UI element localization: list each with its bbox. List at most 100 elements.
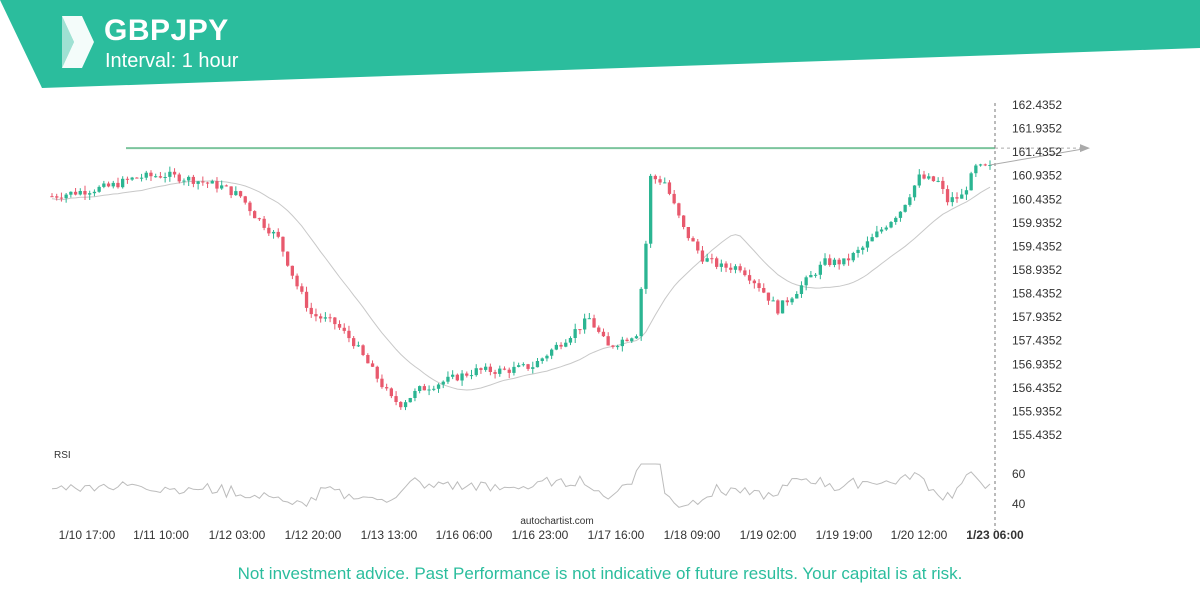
candle-body — [102, 183, 106, 187]
candle-body — [889, 222, 893, 228]
candle-body — [394, 396, 398, 402]
candle-body — [931, 176, 936, 182]
header-banner — [0, 0, 1200, 88]
candle-body — [828, 258, 832, 265]
candle-body — [809, 275, 813, 278]
candle-body — [804, 277, 808, 286]
candle-body — [271, 231, 276, 234]
candle-body — [733, 266, 738, 270]
candle-body — [314, 314, 318, 317]
candle-body — [361, 345, 365, 355]
candle-body — [526, 364, 530, 369]
candle-body — [851, 253, 855, 261]
candle-body — [936, 180, 940, 182]
candle-body — [479, 368, 483, 370]
candle-body — [234, 191, 238, 196]
candle-body — [941, 180, 945, 189]
candle-body — [898, 211, 903, 218]
candle-body — [432, 388, 436, 390]
x-tick-label: 1/11 10:00 — [133, 528, 189, 542]
candle-body — [601, 331, 606, 337]
candle-body — [846, 258, 851, 261]
candle-body — [465, 373, 469, 376]
y-tick-label: 161.9352 — [1012, 122, 1062, 136]
candle-body — [785, 300, 789, 303]
candle-body — [978, 164, 983, 166]
rsi-line — [51, 463, 991, 508]
y-tick-label: 159.9352 — [1012, 216, 1062, 230]
candle-body — [639, 288, 643, 337]
candle-body — [517, 365, 521, 367]
candle-body — [50, 196, 54, 198]
candle-body — [540, 358, 544, 361]
candle-body — [630, 338, 634, 342]
y-tick-label: 155.4352 — [1012, 428, 1062, 442]
candle-body — [342, 327, 346, 331]
y-tick-label: 158.4352 — [1012, 287, 1062, 301]
candle-body — [879, 229, 884, 232]
candle-body — [988, 165, 992, 166]
candle-body — [653, 175, 657, 180]
watermark: autochartist.com — [520, 516, 593, 527]
candle-body — [583, 318, 587, 330]
candle-body — [309, 307, 313, 315]
candle-body — [658, 179, 662, 183]
candle-body — [969, 173, 973, 191]
candle-body — [592, 318, 596, 328]
y-tick-label: 161.4352 — [1012, 145, 1062, 159]
candle-body — [715, 258, 719, 267]
candle-body — [172, 171, 177, 175]
candle-body — [903, 204, 907, 212]
candle-body — [446, 376, 450, 382]
y-tick-label: 157.9352 — [1012, 310, 1062, 324]
candle-body — [248, 202, 252, 212]
candle-body — [352, 338, 356, 347]
y-tick-label: 155.9352 — [1012, 404, 1062, 418]
candle-body — [290, 265, 294, 276]
candle-body — [59, 197, 64, 199]
candle-body — [927, 176, 931, 179]
candle-body — [776, 300, 780, 314]
candle-body — [634, 336, 639, 339]
candlestick-series — [50, 160, 992, 411]
candle-body — [818, 264, 822, 275]
candle-body — [253, 211, 257, 219]
candle-body — [856, 249, 860, 253]
candle-body — [875, 231, 879, 238]
candle-body — [535, 361, 540, 368]
candle-body — [182, 180, 186, 182]
candle-body — [498, 368, 502, 374]
candle-body — [771, 300, 775, 302]
candle-body — [205, 182, 210, 184]
candle-body — [912, 185, 917, 198]
candle-body — [870, 237, 874, 242]
candle-body — [257, 218, 261, 220]
candle-body — [743, 270, 747, 276]
x-tick-label: 1/13 13:00 — [361, 528, 418, 542]
x-tick-label: 1/12 20:00 — [285, 528, 342, 542]
candle-body — [121, 178, 125, 188]
candle-body — [144, 172, 148, 178]
y-tick-label: 156.4352 — [1012, 381, 1062, 395]
candle-body — [545, 355, 549, 359]
candle-body — [422, 386, 426, 391]
candle-body — [832, 259, 837, 265]
candle-body — [267, 227, 271, 234]
candle-body — [408, 398, 412, 403]
y-tick-label: 156.9352 — [1012, 357, 1062, 371]
candle-body — [295, 275, 299, 287]
x-tick-label: 1/16 23:00 — [512, 528, 569, 542]
candle-body — [300, 286, 304, 292]
candle-body — [323, 317, 327, 319]
candle-body — [262, 218, 266, 228]
candle-body — [861, 247, 865, 250]
interval-label: Interval: 1 hour — [105, 50, 239, 72]
candle-body — [823, 258, 827, 265]
candle-body — [884, 227, 888, 230]
candle-body — [813, 274, 818, 276]
candle-body — [747, 275, 752, 281]
candle-body — [191, 176, 195, 184]
candle-body — [521, 364, 525, 366]
candle-body — [64, 194, 68, 199]
candle-body — [337, 324, 342, 328]
